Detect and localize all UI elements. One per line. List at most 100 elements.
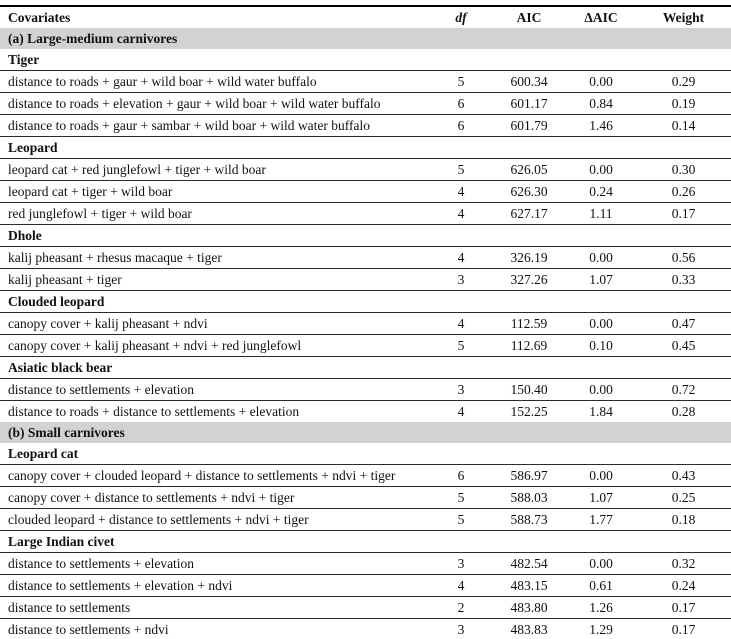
weight-cell: 0.29 (671, 74, 696, 89)
delta-aic-cell: 1.11 (589, 206, 613, 221)
aic-cell: 150.40 (510, 382, 548, 397)
delta-aic-cell: 1.77 (589, 512, 613, 527)
covariates-cell: canopy cover + kalij pheasant + ndvi + r… (8, 338, 302, 353)
aic-cell: 588.03 (510, 490, 548, 505)
covariates-cell: distance to roads + distance to settleme… (8, 404, 300, 419)
covariates-cell: leopard cat + red junglefowl + tiger + w… (8, 162, 266, 177)
model-row: clouded leopard + distance to settlement… (0, 509, 731, 531)
aic-cell: 627.17 (510, 206, 548, 221)
weight-cell: 0.32 (671, 556, 696, 571)
covariates-cell: distance to settlements (8, 600, 131, 615)
covariates-cell: canopy cover + clouded leopard + distanc… (8, 468, 396, 483)
df-cell: 4 (457, 316, 465, 331)
species-name-label: Tiger (8, 52, 40, 67)
weight-cell: 0.28 (671, 404, 696, 419)
weight-cell: 0.45 (671, 338, 696, 353)
species-name-label: Clouded leopard (8, 294, 105, 309)
delta-aic-cell: 1.84 (589, 404, 613, 419)
aic-cell: 152.25 (510, 404, 548, 419)
species-header-row: Large Indian civet (0, 531, 731, 553)
df-cell: 3 (457, 622, 465, 637)
delta-aic-cell: 1.46 (589, 118, 613, 133)
df-cell: 3 (457, 272, 465, 287)
header-row: Covariates df AIC ΔAIC Weight (0, 6, 731, 28)
delta-aic-cell: 0.00 (589, 468, 613, 483)
weight-cell: 0.25 (671, 490, 696, 505)
delta-aic-cell: 1.07 (589, 490, 613, 505)
df-cell: 3 (457, 556, 465, 571)
model-row: leopard cat + red junglefowl + tiger + w… (0, 159, 731, 181)
covariates-cell: kalij pheasant + tiger (8, 272, 122, 287)
covariates-cell: red junglefowl + tiger + wild boar (8, 206, 192, 221)
model-row: kalij pheasant + tiger 3 327.26 1.07 0.33 (0, 269, 731, 291)
aic-cell: 626.05 (510, 162, 548, 177)
df-cell: 5 (457, 74, 465, 89)
species-name-label: Large Indian civet (8, 534, 115, 549)
table-body: (a) Large-medium carnivores Tiger distance… (0, 28, 731, 639)
df-cell: 5 (457, 512, 465, 527)
weight-cell: 0.26 (671, 184, 696, 199)
weight-cell: 0.18 (671, 512, 696, 527)
model-row: distance to settlements + ndvi 3 483.83 1.2… (0, 619, 731, 639)
species-header-row: Asiatic black bear (0, 357, 731, 379)
covariates-cell: leopard cat + tiger + wild boar (8, 184, 173, 199)
aic-cell: 112.69 (510, 338, 548, 353)
aic-cell: 601.79 (510, 118, 548, 133)
section-band-row: (a) Large-medium carnivores (0, 28, 731, 49)
covariates-cell: canopy cover + distance to settlements +… (8, 490, 295, 505)
model-row: canopy cover + distance to settlements +… (0, 487, 731, 509)
covariates-cell: clouded leopard + distance to settlement… (8, 512, 309, 527)
section-band-label: (a) Large-medium carnivores (0, 28, 731, 49)
aic-cell: 326.19 (510, 250, 548, 265)
model-row: distance to roads + gaur + wild boar + w… (0, 71, 731, 93)
covariates-cell: distance to settlements + elevation + nd… (8, 578, 233, 593)
aic-cell: 586.97 (510, 468, 548, 483)
df-cell: 2 (457, 600, 465, 615)
weight-cell: 0.24 (671, 578, 696, 593)
aic-cell: 112.59 (510, 316, 548, 331)
aic-cell: 600.34 (510, 74, 548, 89)
weight-cell: 0.47 (671, 316, 696, 331)
column-header-aic: AIC (516, 10, 542, 25)
delta-aic-cell: 0.61 (589, 578, 613, 593)
model-row: canopy cover + kalij pheasant + ndvi 4 112… (0, 313, 731, 335)
model-row: distance to roads + gaur + sambar + wild… (0, 115, 731, 137)
species-header-row: Dhole (0, 225, 731, 247)
column-header-delta-aic: ΔAIC (584, 10, 618, 25)
covariates-cell: distance to roads + elevation + gaur + w… (8, 96, 381, 111)
delta-aic-cell: 1.29 (589, 622, 613, 637)
aic-cell: 327.26 (510, 272, 548, 287)
model-row: canopy cover + clouded leopard + distanc… (0, 465, 731, 487)
df-cell: 5 (457, 338, 465, 353)
weight-cell: 0.72 (671, 382, 696, 397)
df-cell: 6 (457, 96, 465, 111)
weight-cell: 0.17 (671, 206, 696, 221)
df-cell: 6 (457, 468, 465, 483)
model-row: distance to settlements 2 483.80 1.26 0.17 (0, 597, 731, 619)
delta-aic-cell: 1.07 (589, 272, 613, 287)
covariates-cell: canopy cover + kalij pheasant + ndvi (8, 316, 208, 331)
covariates-cell: distance to roads + gaur + sambar + wild… (8, 118, 370, 133)
weight-cell: 0.33 (671, 272, 696, 287)
species-header-row: Leopard cat (0, 443, 731, 465)
df-cell: 3 (457, 382, 465, 397)
column-header-weight: Weight (662, 10, 705, 25)
species-name-label: Leopard cat (8, 446, 79, 461)
df-cell: 4 (457, 578, 465, 593)
model-row: distance to settlements + elevation 3 482.… (0, 553, 731, 575)
aic-cell: 482.54 (510, 556, 548, 571)
model-row: leopard cat + tiger + wild boar 4 626.30 0.… (0, 181, 731, 203)
model-row: distance to roads + elevation + gaur + w… (0, 93, 731, 115)
delta-aic-cell: 0.00 (589, 250, 613, 265)
species-header-row: Clouded leopard (0, 291, 731, 313)
model-row: distance to roads + distance to settleme… (0, 401, 731, 423)
model-row: distance to settlements + elevation + nd… (0, 575, 731, 597)
weight-cell: 0.19 (671, 96, 696, 111)
aic-cell: 588.73 (510, 512, 548, 527)
delta-aic-cell: 0.10 (589, 338, 613, 353)
species-header-row: Leopard (0, 137, 731, 159)
aic-cell: 626.30 (510, 184, 548, 199)
covariates-cell: kalij pheasant + rhesus macaque + tiger (8, 250, 222, 265)
weight-cell: 0.17 (671, 600, 696, 615)
species-name-label: Leopard (8, 140, 58, 155)
